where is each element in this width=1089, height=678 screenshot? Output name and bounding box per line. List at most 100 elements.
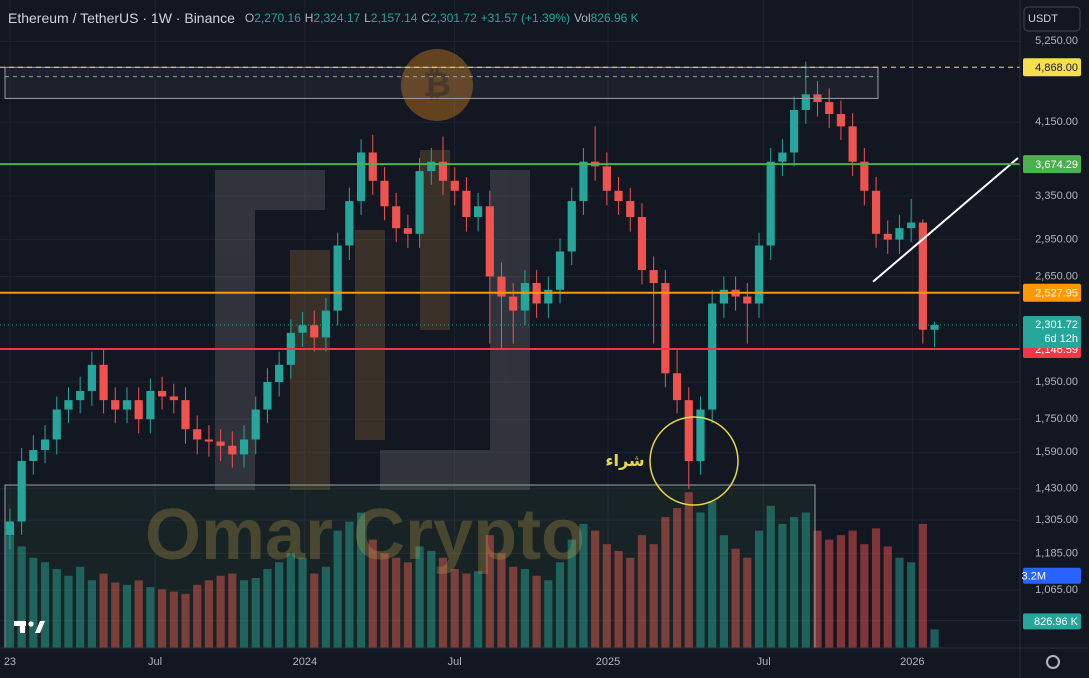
volume-bar	[626, 557, 635, 648]
value: 2,157.14	[371, 11, 418, 25]
volume-bar	[848, 530, 857, 648]
volume-bar	[321, 566, 331, 648]
volume-bar	[87, 580, 96, 648]
y-tick-label: 2,650.00	[1035, 270, 1078, 282]
candle-body	[614, 190, 623, 202]
candle-body	[661, 283, 670, 374]
candle-body	[275, 364, 284, 383]
candle-body	[672, 373, 682, 401]
volume-bar	[918, 523, 927, 648]
price-pane	[0, 61, 1020, 550]
y-tick-label: 3,350.00	[1035, 190, 1078, 202]
candle-body	[649, 270, 658, 284]
logo-bar	[490, 170, 530, 490]
volume-bar	[567, 539, 576, 648]
candle-body	[134, 400, 143, 420]
candle-body	[719, 289, 728, 304]
symbol: Ethereum / TetherUS · 1W · Binance	[8, 10, 235, 26]
candle-body	[871, 190, 881, 234]
volume-bar	[29, 557, 38, 648]
volume-bar	[158, 589, 167, 648]
x-tick-label: Jul	[148, 656, 162, 668]
candle-body	[474, 206, 483, 218]
volume-bar	[708, 501, 717, 648]
candle-body	[696, 409, 705, 461]
value: 826.96 K	[591, 11, 639, 25]
volume-bar	[485, 535, 494, 648]
x-tick-label: 2025	[596, 656, 620, 668]
candle-body	[895, 228, 904, 240]
y-tick-label: 1,430.00	[1035, 483, 1078, 495]
candle-body	[321, 310, 331, 338]
volume-bar	[766, 505, 775, 648]
change: +31.57 (+1.39%)	[481, 11, 570, 25]
demand-zone	[4, 484, 816, 649]
candle-body	[146, 390, 155, 420]
volume-bar	[263, 569, 272, 648]
currency-button[interactable]	[1023, 6, 1081, 32]
candle-body	[438, 161, 448, 181]
currency[interactable]: USDT	[1028, 13, 1058, 25]
logo-candle	[355, 230, 385, 440]
volume-bar	[427, 550, 436, 648]
tv-logo	[14, 621, 45, 633]
volume-bar	[637, 535, 647, 648]
y-tick-label: 1,590.00	[1035, 446, 1078, 458]
candle-body	[87, 364, 96, 391]
candle-body	[310, 325, 319, 338]
candle-body	[637, 217, 647, 271]
candle-body	[216, 441, 225, 446]
candle-body	[907, 222, 916, 229]
volume-bar	[76, 566, 85, 648]
logo-part	[28, 621, 34, 627]
volume-bar	[883, 546, 892, 648]
volume-bar	[649, 544, 658, 648]
y-tick-label: 1,185.00	[1035, 547, 1078, 559]
y-tick-label: 1,950.00	[1035, 376, 1078, 388]
candle-body	[766, 161, 775, 246]
level-label: 4,868.00	[1035, 62, 1078, 74]
volume-bar	[193, 584, 202, 648]
y-tick-label: 4,150.00	[1035, 116, 1078, 128]
volume-bar	[509, 566, 518, 648]
key: C	[421, 11, 430, 25]
volume-bar	[871, 528, 881, 648]
key: O	[245, 11, 254, 25]
volume-bar	[661, 517, 670, 648]
volume-bar	[497, 553, 506, 648]
candle-body	[333, 245, 342, 311]
candle-body	[918, 222, 927, 330]
candle-body	[356, 152, 366, 202]
volume-bar	[825, 539, 834, 648]
volume-bar	[696, 512, 705, 648]
candle-body	[368, 152, 377, 181]
candle-body	[111, 400, 120, 410]
candle-body	[52, 409, 61, 440]
volume-bar	[614, 550, 623, 648]
candle-body	[239, 439, 249, 455]
key: H	[305, 11, 314, 25]
volume-bar	[778, 523, 787, 648]
logo-bar	[215, 170, 255, 490]
volume-pane	[5, 492, 939, 648]
volume-bar	[111, 582, 120, 648]
candle-body	[415, 171, 424, 234]
volume-bar	[555, 562, 565, 648]
volume-bar	[462, 573, 471, 648]
volume-ma-label: 3.2M	[1022, 571, 1046, 583]
candle-body	[497, 276, 506, 297]
settings-icon[interactable]	[1046, 655, 1060, 669]
volume-bar	[719, 535, 728, 648]
candle-body	[509, 296, 518, 311]
candle-body	[708, 303, 717, 410]
value: 2,324.17	[313, 11, 360, 25]
volume-bar	[907, 562, 916, 648]
level-label-bg	[1023, 58, 1081, 77]
volume-last-label: 826.96 K	[1034, 616, 1079, 628]
volume-bar	[333, 530, 342, 648]
value: 2,301.72	[430, 11, 477, 25]
candle-body	[169, 396, 178, 401]
candle-body	[485, 206, 494, 277]
